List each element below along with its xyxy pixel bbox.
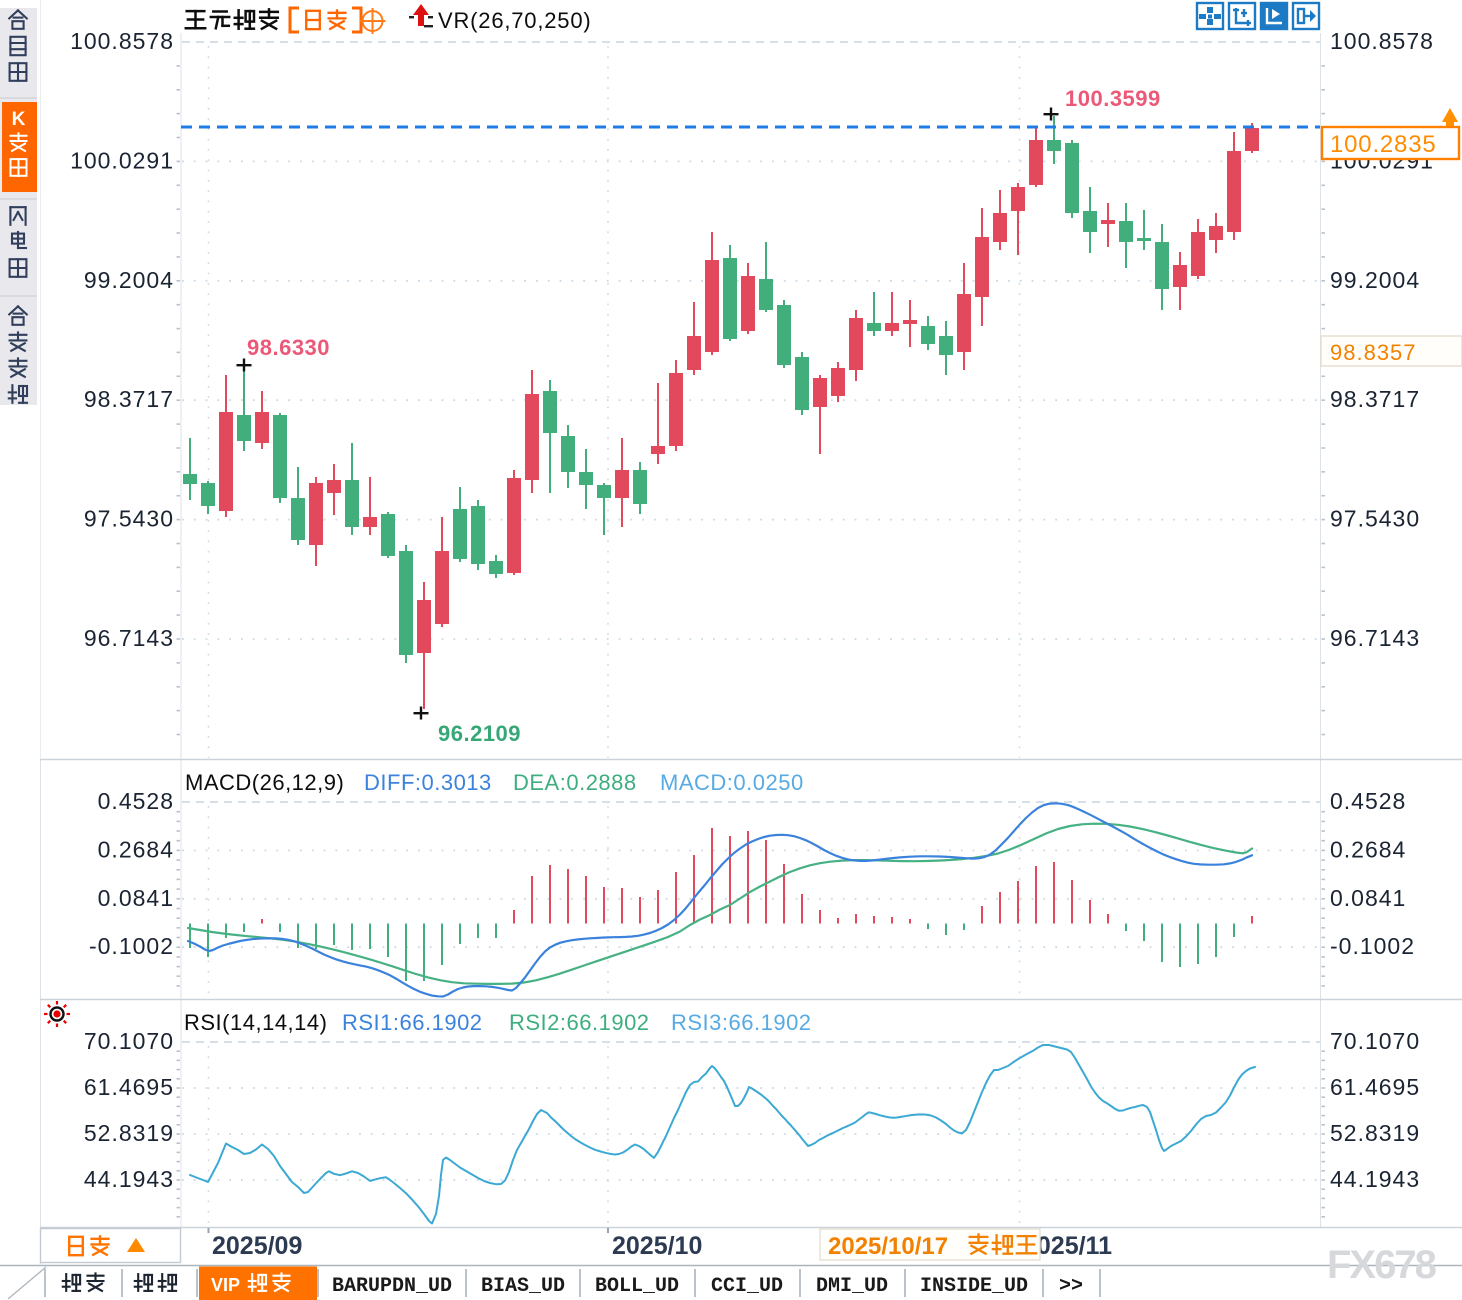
svg-text:RSI3:66.1902: RSI3:66.1902 — [671, 1010, 812, 1035]
svg-text:VIP: VIP — [211, 1275, 240, 1295]
svg-text:DIFF:0.3013: DIFF:0.3013 — [364, 770, 492, 795]
svg-text:INSIDE_UD: INSIDE_UD — [920, 1275, 1028, 1298]
svg-text:97.5430: 97.5430 — [84, 506, 174, 532]
svg-text:0.0841: 0.0841 — [98, 885, 174, 911]
svg-text:100.8578: 100.8578 — [1330, 28, 1434, 54]
svg-text:>>: >> — [1059, 1275, 1083, 1298]
svg-text:100.0291: 100.0291 — [70, 147, 174, 173]
svg-text:DEA:0.2888: DEA:0.2888 — [513, 770, 637, 795]
svg-text:44.1943: 44.1943 — [1330, 1166, 1420, 1192]
svg-text:99.2004: 99.2004 — [1330, 267, 1420, 293]
svg-text:VR(26,70,250): VR(26,70,250) — [438, 8, 592, 33]
svg-text:97.5430: 97.5430 — [1330, 506, 1420, 532]
svg-text:-0.1002: -0.1002 — [1330, 933, 1415, 959]
svg-text:BARUPDN_UD: BARUPDN_UD — [332, 1275, 452, 1298]
svg-text:-0.1002: -0.1002 — [89, 933, 174, 959]
svg-text:44.1943: 44.1943 — [84, 1166, 174, 1192]
svg-text:MACD(26,12,9): MACD(26,12,9) — [185, 770, 344, 795]
svg-text:FX678: FX678 — [1327, 1243, 1437, 1287]
svg-text:0.2684: 0.2684 — [98, 836, 174, 862]
svg-text:98.8357: 98.8357 — [1330, 340, 1417, 365]
svg-text:0.0841: 0.0841 — [1330, 885, 1406, 911]
svg-text:96.7143: 96.7143 — [84, 625, 174, 651]
svg-text:BOLL_UD: BOLL_UD — [595, 1275, 679, 1298]
svg-text:DMI_UD: DMI_UD — [816, 1275, 888, 1298]
svg-text:MACD:0.0250: MACD:0.0250 — [660, 770, 804, 795]
svg-text:K: K — [12, 109, 26, 130]
svg-text:0.4528: 0.4528 — [1330, 788, 1406, 814]
svg-text:100.2835: 100.2835 — [1330, 131, 1437, 158]
svg-text:70.1070: 70.1070 — [1330, 1028, 1420, 1054]
svg-text:0.2684: 0.2684 — [1330, 836, 1406, 862]
svg-text:2025/10/17: 2025/10/17 — [828, 1233, 948, 1260]
svg-text:2025/09: 2025/09 — [212, 1232, 302, 1260]
svg-text:BIAS_UD: BIAS_UD — [481, 1275, 565, 1298]
svg-text:100.8578: 100.8578 — [70, 28, 174, 54]
svg-text:70.1070: 70.1070 — [84, 1028, 174, 1054]
svg-text:98.3717: 98.3717 — [84, 386, 174, 412]
svg-text:52.8319: 52.8319 — [1330, 1120, 1420, 1146]
svg-text:61.4695: 61.4695 — [84, 1074, 174, 1100]
svg-text:98.6330: 98.6330 — [247, 335, 330, 360]
svg-text:2025/10: 2025/10 — [612, 1232, 702, 1260]
svg-text:96.2109: 96.2109 — [438, 721, 521, 746]
svg-text:96.7143: 96.7143 — [1330, 625, 1420, 651]
svg-text:100.3599: 100.3599 — [1065, 86, 1161, 111]
svg-text:RSI2:66.1902: RSI2:66.1902 — [509, 1010, 650, 1035]
svg-text:RSI1:66.1902: RSI1:66.1902 — [342, 1010, 483, 1035]
svg-text:RSI(14,14,14): RSI(14,14,14) — [184, 1010, 327, 1035]
svg-text:61.4695: 61.4695 — [1330, 1074, 1420, 1100]
svg-text:98.3717: 98.3717 — [1330, 386, 1420, 412]
svg-text:52.8319: 52.8319 — [84, 1120, 174, 1146]
svg-text:99.2004: 99.2004 — [84, 267, 174, 293]
svg-text:0.4528: 0.4528 — [98, 788, 174, 814]
svg-text:CCI_UD: CCI_UD — [711, 1275, 783, 1298]
